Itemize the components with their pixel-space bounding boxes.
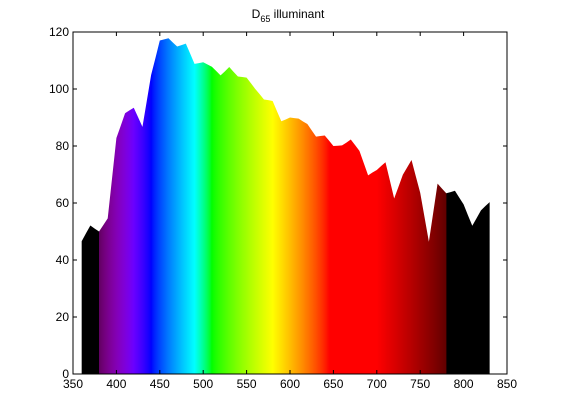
x-axis-tick-labels: 350 400 450 500 550 600 650 700 750 800 850 (63, 377, 517, 391)
y-tick-label: 20 (56, 310, 70, 324)
x-tick-label: 850 (497, 377, 517, 391)
x-tick-label: 400 (106, 377, 126, 391)
x-tick-label: 550 (237, 377, 257, 391)
x-tick-label: 750 (410, 377, 430, 391)
axis-ticks (72, 31, 508, 375)
y-tick-label: 80 (56, 139, 70, 153)
x-tick-label: 500 (193, 377, 213, 391)
spectrum-area (81, 38, 490, 375)
spectrum-area-fill (81, 38, 490, 375)
x-tick-label: 600 (280, 377, 300, 391)
y-tick-label: 0 (62, 367, 69, 381)
x-tick-label: 800 (454, 377, 474, 391)
y-tick-label: 60 (56, 196, 70, 210)
y-axis-tick-labels: 0 20 40 60 80 100 120 (49, 25, 69, 381)
chart-title: D65 illuminant (252, 7, 325, 24)
y-tick-label: 40 (56, 253, 70, 267)
chart-title-main: D (252, 7, 261, 21)
x-tick-label: 650 (323, 377, 343, 391)
chart-title-subscript: 65 (260, 14, 270, 24)
y-tick-label: 100 (49, 82, 69, 96)
y-tick-label: 120 (49, 25, 69, 39)
x-tick-label: 450 (150, 377, 170, 391)
x-tick-label: 350 (63, 377, 83, 391)
x-tick-label: 700 (367, 377, 387, 391)
chart-title-rest: illuminant (270, 7, 325, 21)
